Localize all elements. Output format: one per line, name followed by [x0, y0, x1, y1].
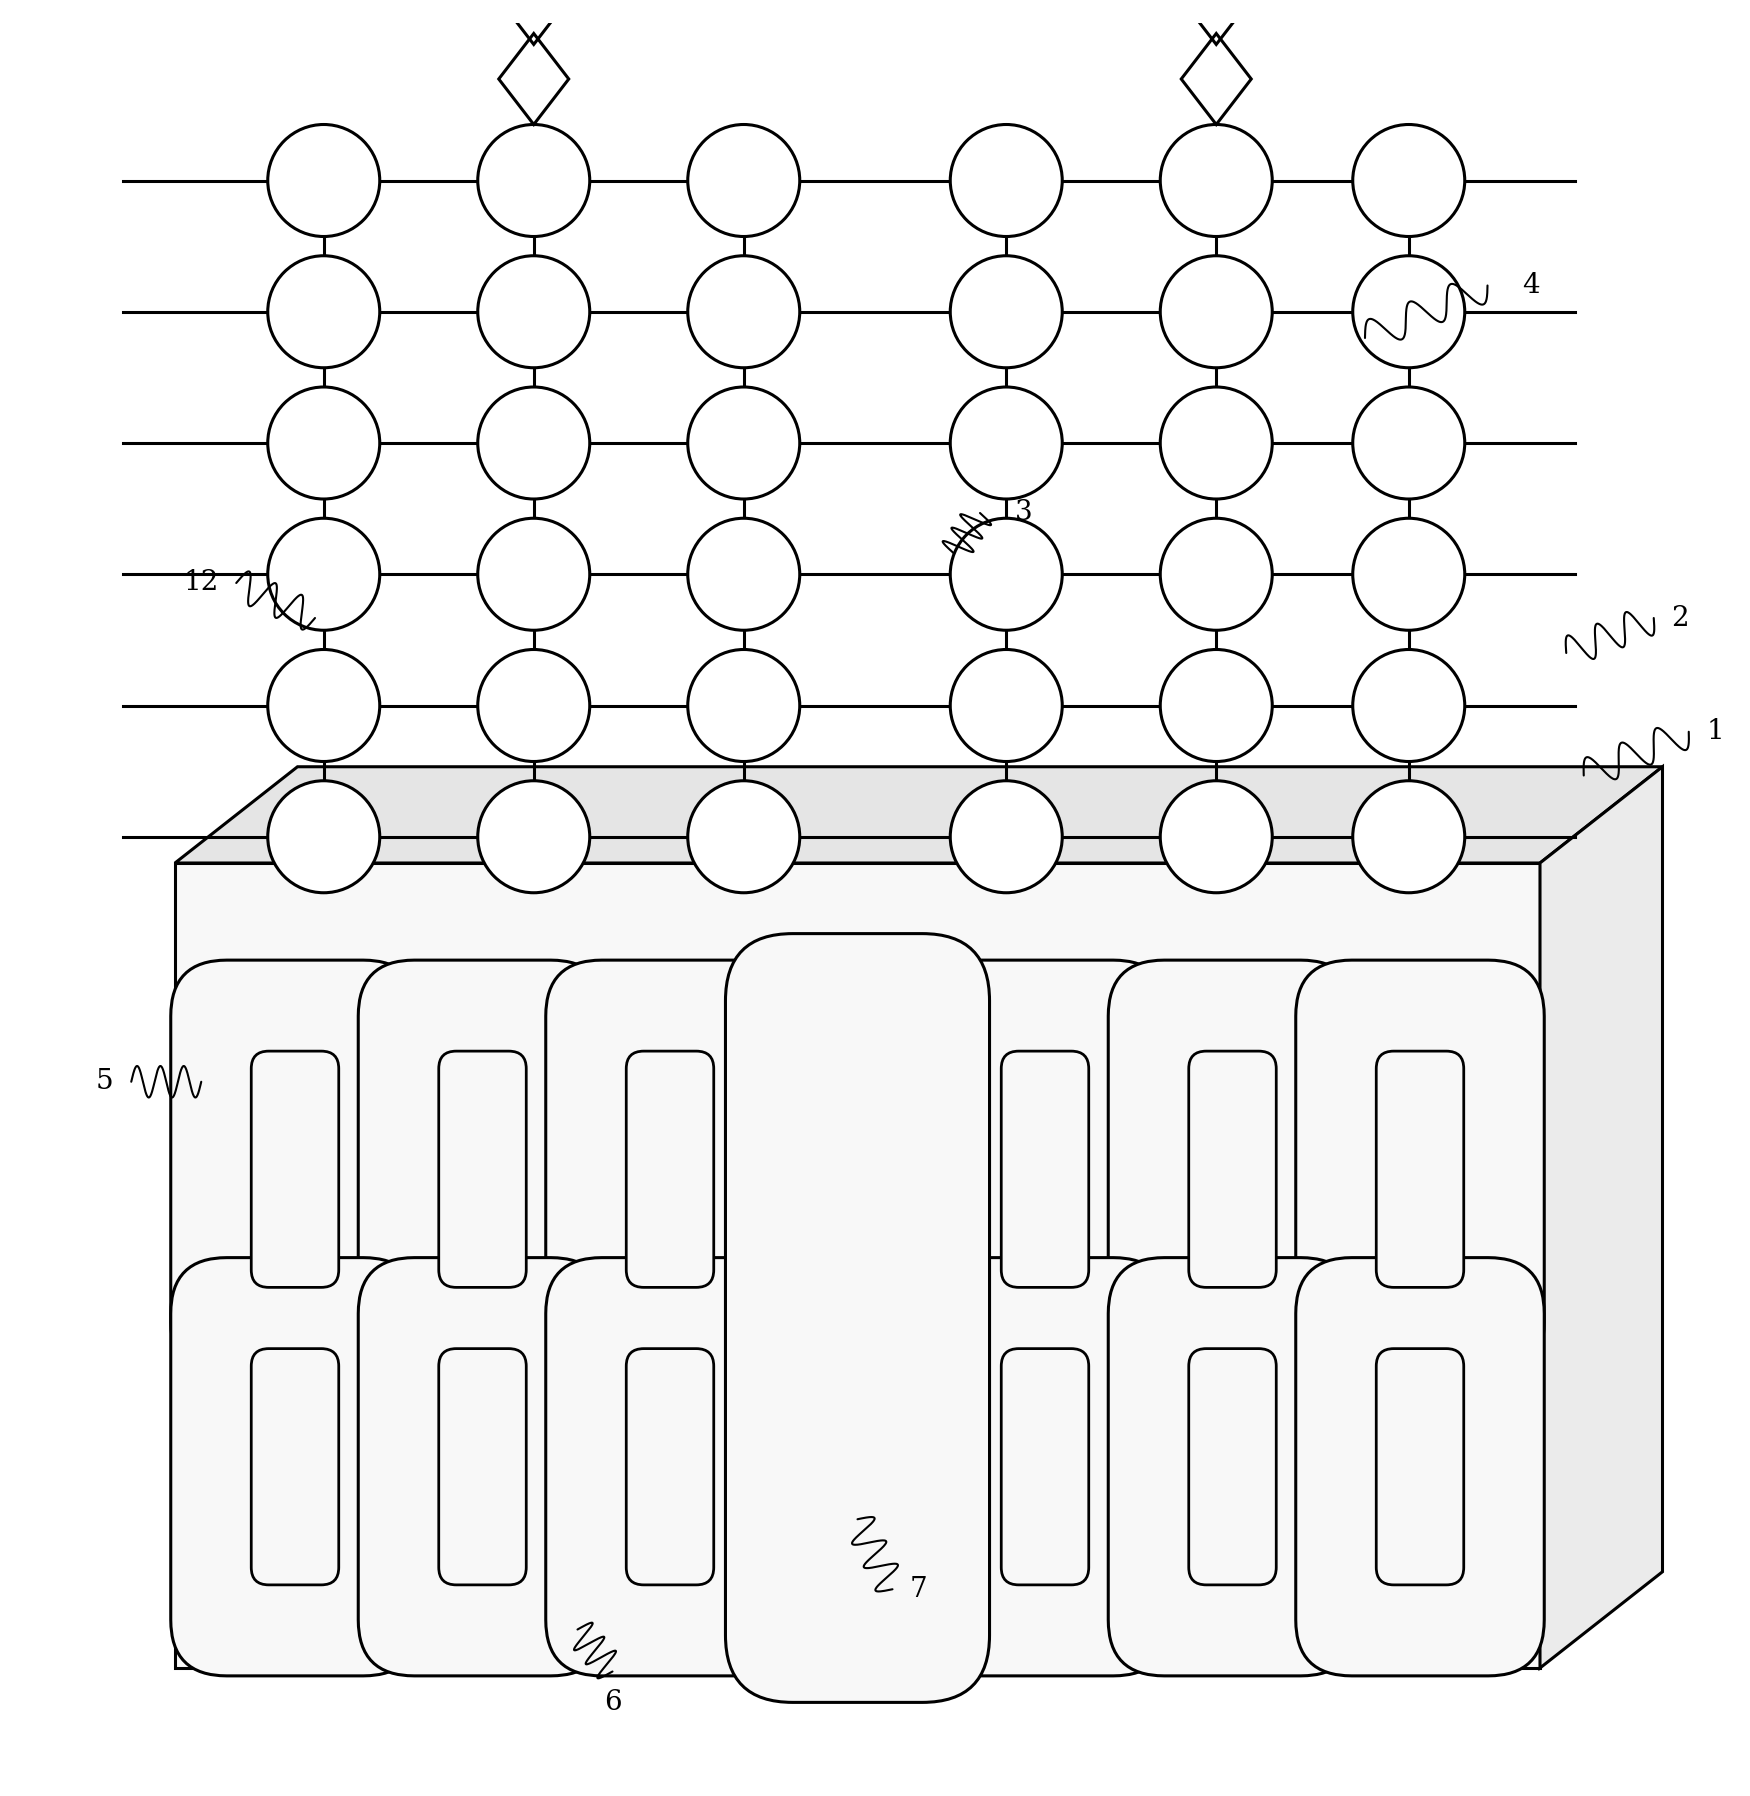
- Circle shape: [688, 781, 800, 893]
- FancyBboxPatch shape: [172, 1257, 420, 1676]
- FancyBboxPatch shape: [546, 961, 794, 1378]
- FancyBboxPatch shape: [439, 1051, 527, 1288]
- FancyBboxPatch shape: [920, 1257, 1169, 1676]
- Circle shape: [1160, 386, 1272, 499]
- FancyBboxPatch shape: [1376, 1051, 1463, 1288]
- FancyBboxPatch shape: [1001, 1051, 1088, 1288]
- FancyBboxPatch shape: [1108, 961, 1356, 1378]
- Circle shape: [950, 255, 1062, 368]
- FancyBboxPatch shape: [172, 961, 420, 1378]
- Text: 12: 12: [184, 569, 219, 596]
- Polygon shape: [175, 767, 1662, 864]
- FancyBboxPatch shape: [1188, 1349, 1276, 1584]
- FancyBboxPatch shape: [1001, 1349, 1088, 1584]
- FancyBboxPatch shape: [1295, 961, 1544, 1378]
- Text: 6: 6: [604, 1688, 621, 1715]
- Circle shape: [1160, 124, 1272, 237]
- Polygon shape: [175, 864, 1540, 1668]
- Circle shape: [688, 255, 800, 368]
- Circle shape: [1353, 519, 1465, 630]
- Circle shape: [688, 650, 800, 762]
- FancyBboxPatch shape: [733, 961, 982, 1378]
- Circle shape: [1353, 781, 1465, 893]
- FancyBboxPatch shape: [626, 1051, 714, 1288]
- Circle shape: [1160, 650, 1272, 762]
- Circle shape: [688, 519, 800, 630]
- Circle shape: [688, 124, 800, 237]
- Circle shape: [478, 781, 590, 893]
- Circle shape: [950, 650, 1062, 762]
- FancyBboxPatch shape: [733, 1257, 982, 1676]
- Circle shape: [1353, 255, 1465, 368]
- Circle shape: [1353, 386, 1465, 499]
- Circle shape: [268, 255, 380, 368]
- FancyBboxPatch shape: [1108, 1257, 1356, 1676]
- Circle shape: [268, 781, 380, 893]
- FancyBboxPatch shape: [1295, 1257, 1544, 1676]
- Circle shape: [478, 124, 590, 237]
- Circle shape: [478, 386, 590, 499]
- Circle shape: [1353, 124, 1465, 237]
- Circle shape: [268, 386, 380, 499]
- FancyBboxPatch shape: [1376, 1349, 1463, 1584]
- Circle shape: [950, 124, 1062, 237]
- Text: 3: 3: [1015, 499, 1032, 526]
- Text: 5: 5: [96, 1069, 114, 1096]
- FancyBboxPatch shape: [252, 1051, 340, 1288]
- FancyBboxPatch shape: [359, 1257, 607, 1676]
- FancyBboxPatch shape: [814, 1051, 901, 1288]
- Circle shape: [1160, 255, 1272, 368]
- FancyBboxPatch shape: [359, 961, 607, 1378]
- Circle shape: [950, 519, 1062, 630]
- Text: 4: 4: [1522, 271, 1540, 298]
- Text: 1: 1: [1706, 718, 1724, 745]
- Text: 7: 7: [910, 1575, 928, 1602]
- Circle shape: [950, 781, 1062, 893]
- FancyBboxPatch shape: [814, 1349, 901, 1584]
- Circle shape: [478, 255, 590, 368]
- Circle shape: [950, 386, 1062, 499]
- Circle shape: [478, 650, 590, 762]
- FancyBboxPatch shape: [920, 961, 1169, 1378]
- FancyBboxPatch shape: [546, 1257, 794, 1676]
- Circle shape: [688, 386, 800, 499]
- FancyBboxPatch shape: [1188, 1051, 1276, 1288]
- Circle shape: [1160, 519, 1272, 630]
- Circle shape: [268, 519, 380, 630]
- FancyBboxPatch shape: [252, 1349, 340, 1584]
- FancyBboxPatch shape: [626, 1349, 714, 1584]
- Circle shape: [1160, 781, 1272, 893]
- Circle shape: [268, 124, 380, 237]
- FancyBboxPatch shape: [439, 1349, 527, 1584]
- FancyBboxPatch shape: [726, 934, 989, 1703]
- Circle shape: [1353, 650, 1465, 762]
- Circle shape: [268, 650, 380, 762]
- Circle shape: [478, 519, 590, 630]
- Polygon shape: [1540, 767, 1662, 1668]
- Text: 2: 2: [1671, 605, 1689, 632]
